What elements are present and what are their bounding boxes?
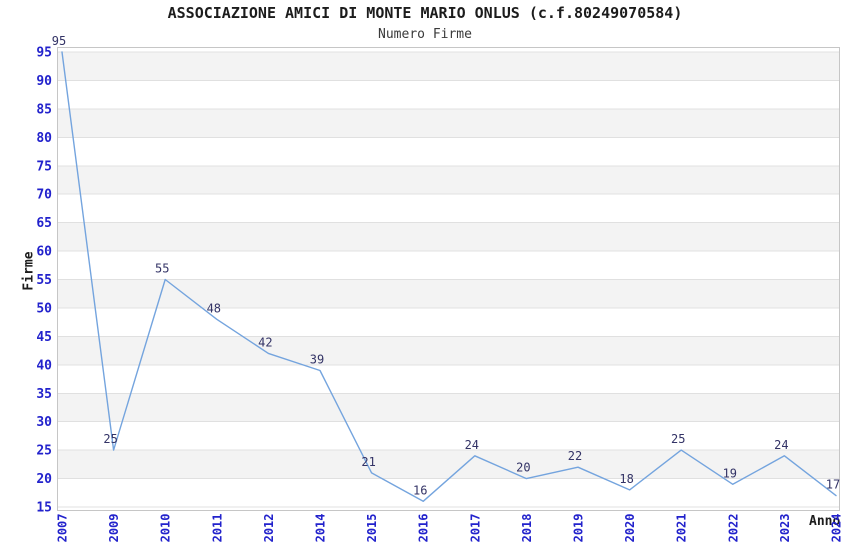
y-tick-label: 65 xyxy=(36,216,52,231)
x-tick-label: 2014 xyxy=(314,514,328,543)
y-tick-label: 75 xyxy=(36,159,52,174)
y-tick-label: 85 xyxy=(36,102,52,117)
y-tick-label: 55 xyxy=(36,273,52,288)
value-label: 95 xyxy=(52,34,66,48)
x-tick-label: 2019 xyxy=(572,514,586,543)
chart-subtitle: Numero Firme xyxy=(378,27,472,42)
value-label: 20 xyxy=(516,461,530,475)
grid-band xyxy=(57,393,840,422)
value-label: 16 xyxy=(413,483,427,497)
x-tick-label: 2017 xyxy=(468,514,482,543)
value-label: 48 xyxy=(207,301,221,315)
x-tick-label: 2007 xyxy=(56,514,70,543)
x-tick-label: 2020 xyxy=(623,514,637,543)
grid-band xyxy=(57,108,840,138)
x-tick-label: 2022 xyxy=(726,514,740,543)
x-tick-label: 2010 xyxy=(159,514,173,543)
y-tick-label: 45 xyxy=(36,330,52,345)
x-tick-label: 2012 xyxy=(262,514,276,543)
grid-band xyxy=(57,279,840,308)
y-tick-label: 40 xyxy=(36,358,52,373)
y-tick-label: 70 xyxy=(36,188,52,203)
value-label: 42 xyxy=(258,335,272,349)
y-tick-label: 30 xyxy=(36,415,52,430)
plot-frame xyxy=(57,47,840,511)
x-tick-label: 2024 xyxy=(830,514,844,543)
y-tick-label: 60 xyxy=(36,245,52,260)
x-tick-label: 2018 xyxy=(520,514,534,543)
x-tick-label: 2023 xyxy=(778,514,792,543)
x-tick-label: 2009 xyxy=(107,514,121,543)
value-label: 39 xyxy=(310,353,324,367)
y-tick-label: 25 xyxy=(36,444,52,459)
value-label: 18 xyxy=(619,472,633,486)
value-label: 19 xyxy=(723,466,737,480)
y-tick-label: 80 xyxy=(36,131,52,146)
y-tick-label: 15 xyxy=(36,501,52,516)
y-tick-label: 35 xyxy=(36,387,52,402)
value-label: 24 xyxy=(465,438,479,452)
value-label: 21 xyxy=(361,455,375,469)
x-axis-title: Anno xyxy=(809,514,841,529)
y-tick-label: 50 xyxy=(36,301,52,316)
grid-band xyxy=(57,222,840,252)
y-tick-label: 90 xyxy=(36,74,52,89)
grid-band xyxy=(57,336,840,365)
value-label: 25 xyxy=(103,432,117,446)
x-tick-label: 2021 xyxy=(675,514,689,543)
x-tick-label: 2015 xyxy=(365,514,379,543)
value-label: 22 xyxy=(568,449,582,463)
grid-band xyxy=(57,450,840,479)
y-tick-label: 20 xyxy=(36,472,52,487)
y-tick-label: 95 xyxy=(36,46,52,61)
grid-band xyxy=(57,52,840,81)
value-label: 25 xyxy=(671,432,685,446)
grid-band xyxy=(57,165,840,195)
value-label: 55 xyxy=(155,262,169,276)
value-label: 24 xyxy=(774,438,788,452)
chart-title: ASSOCIAZIONE AMICI DI MONTE MARIO ONLUS … xyxy=(167,4,683,22)
x-tick-label: 2011 xyxy=(210,514,224,543)
x-tick-label: 2016 xyxy=(417,514,431,543)
value-label: 17 xyxy=(826,478,840,492)
data-line xyxy=(61,51,837,502)
